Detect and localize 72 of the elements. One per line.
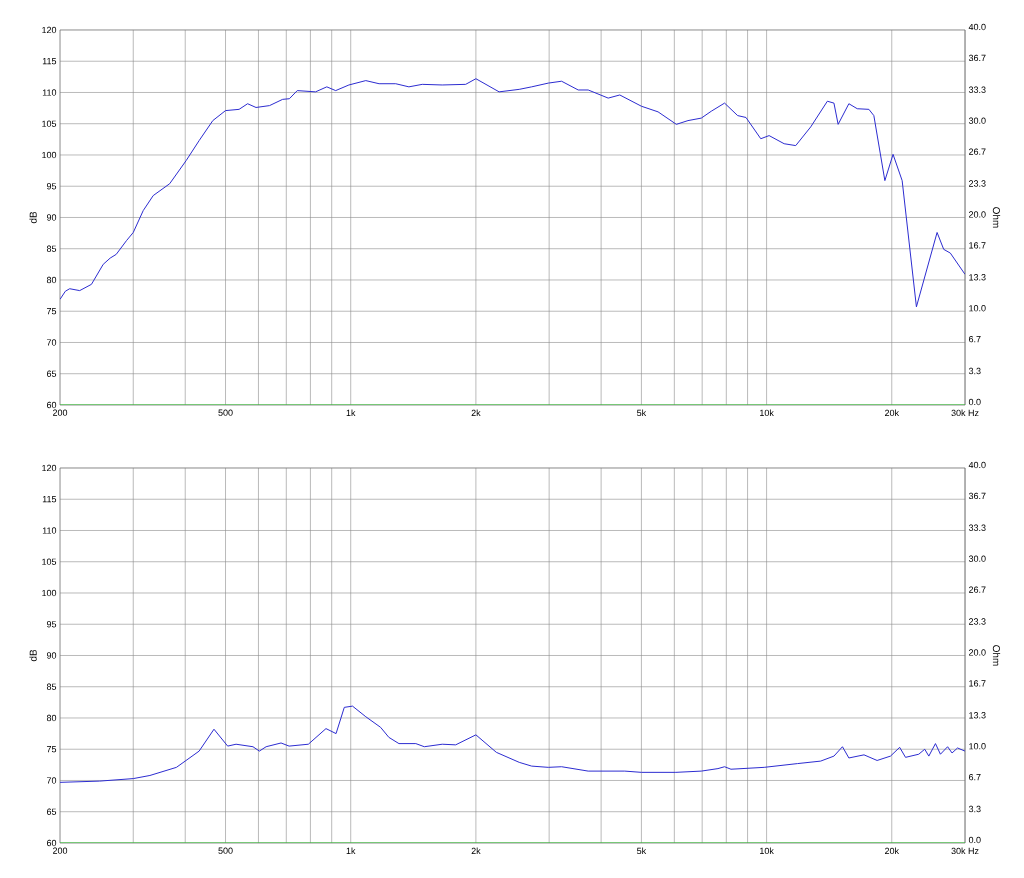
y2-tick-label: 13.3: [969, 274, 986, 281]
y-tick-label: 90: [46, 214, 57, 221]
y-tick-label: 95: [46, 621, 57, 628]
y-tick-label: 100: [42, 589, 57, 597]
y2-tick-label: 3.3: [968, 805, 981, 813]
y2-tick-label: 20.0: [969, 649, 986, 656]
y-axis-title: dB: [29, 649, 37, 662]
y2-tick-label: 6.7: [969, 773, 981, 781]
y-tick-label: 115: [42, 496, 57, 503]
y2-tick-label: 0.0: [968, 398, 981, 406]
y2-tick-label: 16.7: [969, 242, 986, 249]
y-tick-label: 70: [46, 777, 57, 784]
y2-tick-label: 6.7: [969, 335, 981, 343]
x-tick-label: 30k Hz: [951, 409, 979, 417]
x-tick-label: 500: [218, 847, 233, 854]
y-tick-label: 80: [46, 714, 57, 722]
y2-tick-label: 33.3: [968, 86, 986, 93]
y2-tick-label: 10.0: [969, 743, 986, 750]
y2-tick-label: 30.0: [968, 555, 986, 562]
y-tick-label: 75: [46, 308, 57, 315]
y-tick-label: 65: [46, 370, 57, 377]
y2-tick-label: 40.0: [968, 23, 986, 31]
y2-tick-label: 40.0: [968, 461, 986, 469]
y-tick-label: 60: [46, 401, 57, 409]
y-tick-label: 105: [42, 120, 57, 127]
y2-tick-label: 3.3: [968, 367, 981, 375]
x-tick-label: 2k: [471, 409, 481, 416]
y2-axis-title: Ohm: [992, 207, 1001, 228]
y2-tick-label: 20.0: [969, 211, 986, 218]
y-tick-label: 110: [42, 89, 57, 96]
x-tick-label: 30k Hz: [951, 847, 979, 855]
x-tick-label: 1k: [346, 847, 356, 854]
y2-tick-label: 36.7: [968, 492, 986, 500]
x-tick-label: 200: [52, 847, 68, 854]
y-tick-label: 90: [46, 652, 57, 659]
x-tick-label: 500: [218, 409, 233, 416]
y-tick-label: 75: [46, 746, 57, 753]
y2-tick-label: 30.0: [968, 117, 986, 124]
y2-tick-label: 23.3: [969, 618, 986, 625]
x-tick-label: 5k: [637, 409, 647, 417]
x-tick-label: 5k: [637, 847, 647, 855]
y2-axis-title: Ohm: [992, 645, 1001, 666]
y-tick-label: 80: [46, 276, 57, 284]
y-tick-label: 60: [46, 839, 57, 847]
y2-tick-label: 36.7: [968, 54, 986, 62]
y-tick-label: 85: [46, 683, 57, 690]
y2-tick-label: 13.3: [969, 712, 986, 719]
y2-tick-label: 23.3: [969, 180, 986, 187]
y2-tick-label: 16.7: [969, 680, 986, 687]
y-tick-label: 120: [42, 464, 57, 472]
y-tick-label: 120: [42, 26, 57, 34]
y-tick-label: 95: [46, 183, 57, 190]
x-tick-label: 200: [52, 409, 68, 416]
y2-tick-label: 0.0: [968, 836, 981, 844]
y2-tick-label: 26.7: [969, 586, 986, 593]
y2-tick-label: 26.7: [969, 148, 986, 155]
y-axis-title: dB: [29, 211, 37, 224]
y-tick-label: 110: [42, 527, 57, 534]
x-tick-label: 10k: [760, 409, 774, 417]
y-tick-label: 85: [46, 245, 57, 252]
x-tick-label: 2k: [471, 847, 481, 854]
y-tick-label: 65: [46, 808, 57, 815]
y-tick-label: 100: [42, 151, 57, 159]
y2-tick-label: 33.3: [968, 524, 986, 531]
y-tick-label: 70: [46, 339, 57, 346]
x-tick-label: 20k: [885, 847, 900, 855]
x-tick-label: 20k: [885, 409, 900, 417]
x-tick-label: 1k: [346, 409, 356, 416]
y2-tick-label: 10.0: [969, 305, 986, 312]
y-tick-label: 115: [42, 58, 57, 65]
x-tick-label: 10k: [760, 847, 774, 855]
y-tick-label: 105: [42, 558, 57, 565]
